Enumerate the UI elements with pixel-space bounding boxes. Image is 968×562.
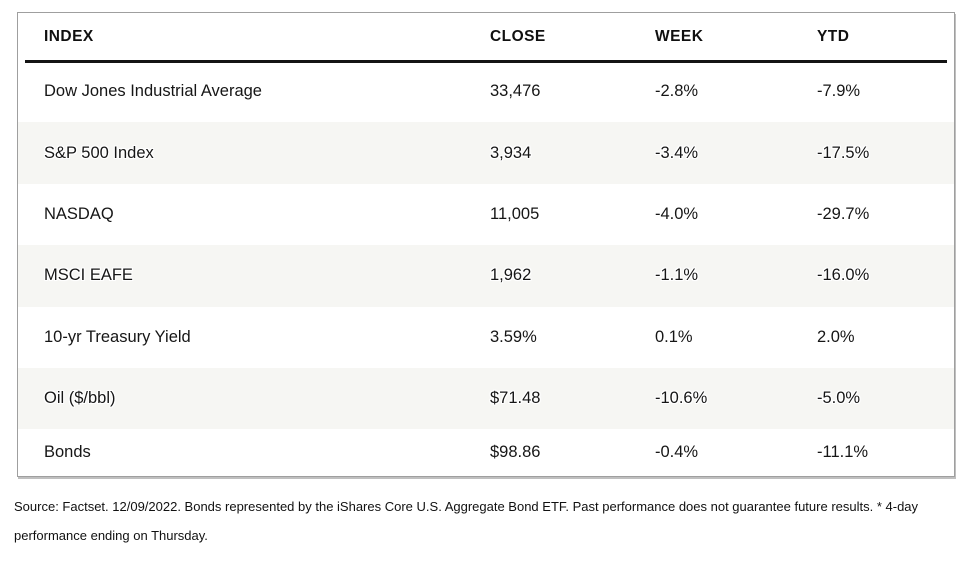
cell-week: -1.1% xyxy=(655,266,699,285)
table-row-oil: Oil ($/bbl) $71.48 -10.6% -5.0% xyxy=(18,367,954,430)
cell-index: Dow Jones Industrial Average xyxy=(44,82,262,101)
cell-index: S&P 500 Index xyxy=(44,143,154,162)
cell-close: 3,934 xyxy=(490,143,532,162)
market-index-table-card: INDEX CLOSE WEEK YTD Dow Jones Industria… xyxy=(17,12,955,478)
column-header-week: WEEK xyxy=(655,28,704,45)
cell-close: 33,476 xyxy=(490,82,541,101)
table-header: INDEX CLOSE WEEK YTD xyxy=(18,13,954,61)
header-row: INDEX CLOSE WEEK YTD xyxy=(18,13,954,61)
table-row-nasdaq: NASDAQ 11,005 -4.0% -29.7% xyxy=(18,184,954,245)
cell-index: Bonds xyxy=(44,443,91,462)
cell-ytd: 2.0% xyxy=(817,327,855,346)
cell-ytd: -17.5% xyxy=(817,143,870,162)
cell-week: -10.6% xyxy=(655,389,708,408)
cell-close: $71.48 xyxy=(490,389,541,408)
cell-ytd: -5.0% xyxy=(817,389,861,408)
table-body: Dow Jones Industrial Average 33,476 -2.8… xyxy=(18,61,954,476)
market-index-table: INDEX CLOSE WEEK YTD Dow Jones Industria… xyxy=(18,13,954,476)
cell-week: 0.1% xyxy=(655,327,693,346)
cell-index: Oil ($/bbl) xyxy=(44,389,116,408)
cell-close: 3.59% xyxy=(490,327,537,346)
column-header-ytd: YTD xyxy=(817,28,850,45)
column-header-close: CLOSE xyxy=(490,28,546,45)
cell-close: 1,962 xyxy=(490,266,532,285)
cell-week: -2.8% xyxy=(655,82,699,101)
table-row-msci-eafe: MSCI EAFE 1,962 -1.1% -16.0% xyxy=(18,245,954,307)
table-row-10yr-treasury: 10-yr Treasury Yield 3.59% 0.1% 2.0% xyxy=(18,307,954,368)
cell-ytd: -29.7% xyxy=(817,204,870,223)
cell-week: -0.4% xyxy=(655,443,699,462)
cell-index: NASDAQ xyxy=(44,204,114,223)
cell-close: 11,005 xyxy=(490,204,540,223)
cell-close: $98.86 xyxy=(490,443,541,462)
cell-index: 10-yr Treasury Yield xyxy=(44,327,191,346)
cell-ytd: -7.9% xyxy=(817,82,861,101)
cell-week: -3.4% xyxy=(655,143,699,162)
source-footnote: Source: Factset. 12/09/2022. Bonds repre… xyxy=(14,499,919,543)
table-row-bonds: Bonds $98.86 -0.4% -11.1% xyxy=(18,429,954,476)
cell-index: MSCI EAFE xyxy=(44,266,133,285)
header-rule-divider xyxy=(25,60,947,63)
cell-ytd: -11.1% xyxy=(817,443,869,462)
table-row-dow-jones: Dow Jones Industrial Average 33,476 -2.8… xyxy=(18,61,954,122)
cell-ytd: -16.0% xyxy=(817,266,870,285)
table-row-sp500: S&P 500 Index 3,934 -3.4% -17.5% xyxy=(18,122,954,184)
column-header-index: INDEX xyxy=(44,28,94,45)
cell-week: -4.0% xyxy=(655,204,699,223)
